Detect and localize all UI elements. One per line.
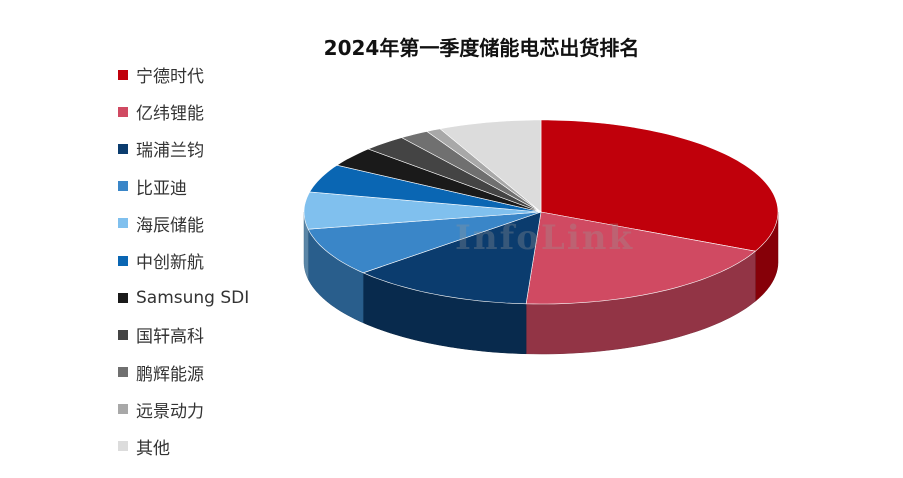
legend-item: 比亚迪 bbox=[118, 168, 249, 205]
legend-item: 宁德时代 bbox=[118, 56, 249, 93]
legend-item: 远景动力 bbox=[118, 391, 249, 428]
legend-swatch bbox=[118, 292, 128, 303]
legend-label: 鹏辉能源 bbox=[136, 364, 204, 385]
legend-swatch bbox=[118, 181, 128, 192]
pie-slice bbox=[439, 119, 542, 213]
pie-slice bbox=[525, 211, 757, 305]
pie-slice bbox=[309, 164, 542, 213]
pie-side-walls bbox=[303, 212, 779, 355]
chart-title: 2024年第一季度储能电芯出货排名 bbox=[323, 36, 640, 60]
legend: 宁德时代亿纬锂能瑞浦兰钧比亚迪海辰储能中创新航 Samsung SDI 国轩高科鹏辉… bbox=[118, 56, 249, 465]
legend-item: 中创新航 bbox=[118, 242, 249, 279]
legend-label: 其他 bbox=[136, 438, 170, 459]
legend-item: Samsung SDI bbox=[118, 279, 249, 316]
legend-swatch bbox=[118, 69, 128, 80]
pie-slice bbox=[426, 128, 542, 213]
legend-label: 宁德时代 bbox=[136, 67, 204, 88]
legend-item: 瑞浦兰钧 bbox=[118, 130, 249, 167]
pie-slice bbox=[400, 131, 542, 213]
legend-item: 其他 bbox=[118, 428, 249, 465]
legend-label: Samsung SDI bbox=[136, 287, 250, 308]
legend-swatch bbox=[118, 255, 128, 266]
pie-slice bbox=[367, 137, 542, 213]
legend-swatch bbox=[118, 404, 128, 415]
watermark: InfoLink bbox=[455, 218, 635, 258]
legend-label: 亿纬锂能 bbox=[136, 104, 204, 125]
pie-top bbox=[303, 119, 779, 305]
legend-item: 海辰储能 bbox=[118, 205, 249, 242]
legend-item: 国轩高科 bbox=[118, 316, 249, 353]
legend-swatch bbox=[118, 143, 128, 154]
pie-slice bbox=[336, 148, 542, 213]
pie-slice bbox=[540, 119, 779, 252]
legend-label: 比亚迪 bbox=[136, 178, 187, 199]
pie-slice bbox=[307, 211, 542, 274]
legend-swatch bbox=[118, 441, 128, 452]
legend-label: 海辰储能 bbox=[136, 215, 204, 236]
pie-slice bbox=[303, 191, 542, 230]
legend-label: 中创新航 bbox=[136, 253, 204, 274]
legend-label: 国轩高科 bbox=[136, 327, 204, 348]
legend-swatch bbox=[118, 329, 128, 340]
legend-label: 瑞浦兰钧 bbox=[136, 141, 204, 162]
legend-swatch bbox=[118, 106, 128, 117]
pie-slice bbox=[362, 211, 542, 305]
legend-item: 亿纬锂能 bbox=[118, 93, 249, 130]
legend-swatch bbox=[118, 218, 128, 229]
legend-item: 鹏辉能源 bbox=[118, 354, 249, 391]
legend-swatch bbox=[118, 367, 128, 378]
legend-label: 远景动力 bbox=[136, 401, 204, 422]
